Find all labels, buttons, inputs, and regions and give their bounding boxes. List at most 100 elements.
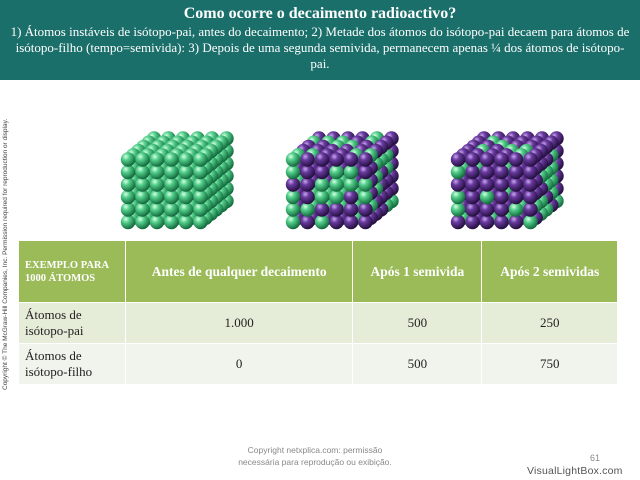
daughter-atom	[285, 177, 301, 192]
parent-atom	[120, 177, 136, 192]
slide-subtitle: 1) Átomos instáveis de isótopo-pai, ante…	[10, 24, 630, 71]
parent-atom	[193, 164, 208, 180]
cell-daughter-two-halflives: 750	[481, 343, 618, 385]
parent-atom	[285, 202, 301, 217]
parent-atom	[164, 177, 179, 192]
daughter-atom	[494, 164, 509, 180]
daughter-atom	[479, 152, 495, 167]
parent-atom	[120, 152, 136, 167]
parent-atom	[193, 189, 208, 205]
daughter-atom	[300, 214, 315, 230]
parent-atom	[343, 177, 359, 192]
daughter-atom	[508, 214, 524, 230]
parent-atom	[149, 152, 165, 167]
daughter-atom	[465, 214, 480, 230]
daughter-atom	[465, 152, 480, 167]
cell-parent-before: 1.000	[124, 302, 354, 344]
table-header-row: EXEMPLO PARA 1000 ÁTOMOS Antes de qualqu…	[18, 240, 618, 303]
parent-atom	[300, 202, 315, 217]
parent-atom	[135, 164, 150, 180]
daughter-atom	[314, 164, 330, 180]
daughter-atom	[343, 202, 359, 217]
atom-cube-before	[120, 131, 234, 230]
table-corner-label: EXEMPLO PARA 1000 ÁTOMOS	[18, 240, 126, 303]
atom-cubes-illustration	[120, 131, 564, 230]
daughter-atom	[523, 152, 538, 167]
daughter-atom	[523, 164, 538, 180]
cell-daughter-one-halflife: 500	[352, 343, 483, 385]
daughter-atom	[300, 177, 315, 192]
daughter-atom	[343, 214, 359, 230]
daughter-atom	[494, 214, 509, 230]
daughter-atom	[479, 177, 495, 192]
daughter-atom	[358, 164, 373, 180]
parent-atom	[149, 164, 165, 180]
daughter-atom	[508, 164, 524, 180]
side-copyright: Copyright © The McGraw-Hill Companies, I…	[0, 80, 16, 390]
parent-atom	[193, 177, 208, 192]
parent-atom	[164, 214, 179, 230]
parent-atom	[149, 177, 165, 192]
parent-atom	[164, 202, 179, 217]
daughter-atom	[450, 152, 466, 167]
parent-atom	[314, 177, 330, 192]
parent-atom	[193, 202, 208, 217]
parent-atom	[164, 152, 179, 167]
footer-line-1: Copyright netxplica.com: permissão	[247, 445, 383, 455]
daughter-atom	[494, 177, 509, 192]
watermark: VisualLightBox.com	[527, 465, 623, 477]
column-header-one-halflife: Após 1 semivida	[352, 240, 483, 303]
parent-atom	[523, 214, 538, 230]
daughter-atom	[465, 189, 480, 205]
footer-copyright: Copyright netxplica.com: permissão neces…	[210, 444, 420, 468]
parent-atom	[178, 177, 194, 192]
parent-atom	[120, 202, 136, 217]
daughter-atom	[358, 202, 373, 217]
atom-cube-two-halflives	[450, 131, 564, 230]
parent-atom	[508, 202, 524, 217]
parent-atom	[450, 202, 466, 217]
parent-atom	[120, 189, 136, 205]
daughter-atom	[329, 152, 344, 167]
daughter-atom	[523, 189, 538, 205]
daughter-atom	[494, 189, 509, 205]
parent-atom	[329, 189, 344, 205]
footer-line-2: necessária para reprodução ou exibição.	[238, 457, 392, 467]
parent-atom	[329, 177, 344, 192]
parent-atom	[358, 189, 373, 205]
daughter-atom	[508, 189, 524, 205]
slide-title: Como ocorre o decaimento radioactivo?	[183, 5, 457, 22]
parent-atom	[285, 214, 301, 230]
row-label-daughter: Átomos de isótopo-filho	[18, 343, 126, 385]
parent-atom	[193, 214, 208, 230]
parent-atom	[314, 214, 330, 230]
table-row-parent: Átomos de isótopo-pai 1.000 500 250	[18, 302, 618, 344]
parent-atom	[135, 152, 150, 167]
cell-parent-two-halflives: 250	[481, 302, 618, 344]
parent-atom	[285, 164, 301, 180]
daughter-atom	[494, 152, 509, 167]
parent-atom	[135, 189, 150, 205]
column-header-before: Antes de qualquer decaimento	[124, 240, 354, 303]
parent-atom	[285, 152, 301, 167]
column-header-two-halflives: Após 2 semividas	[481, 240, 618, 303]
daughter-atom	[329, 202, 344, 217]
daughter-atom	[465, 202, 480, 217]
parent-atom	[149, 202, 165, 217]
parent-atom	[343, 164, 359, 180]
daughter-atom	[358, 214, 373, 230]
parent-atom	[314, 189, 330, 205]
slide-header: Como ocorre o decaimento radioactivo? 1)…	[0, 0, 640, 80]
parent-atom	[479, 189, 495, 205]
parent-atom	[149, 214, 165, 230]
parent-atom	[178, 189, 194, 205]
daughter-atom	[479, 214, 495, 230]
daughter-atom	[479, 202, 495, 217]
daughter-atom	[300, 152, 315, 167]
daughter-atom	[523, 202, 538, 217]
parent-atom	[358, 177, 373, 192]
parent-atom	[149, 189, 165, 205]
daughter-atom	[450, 177, 466, 192]
parent-atom	[178, 164, 194, 180]
parent-atom	[178, 152, 194, 167]
